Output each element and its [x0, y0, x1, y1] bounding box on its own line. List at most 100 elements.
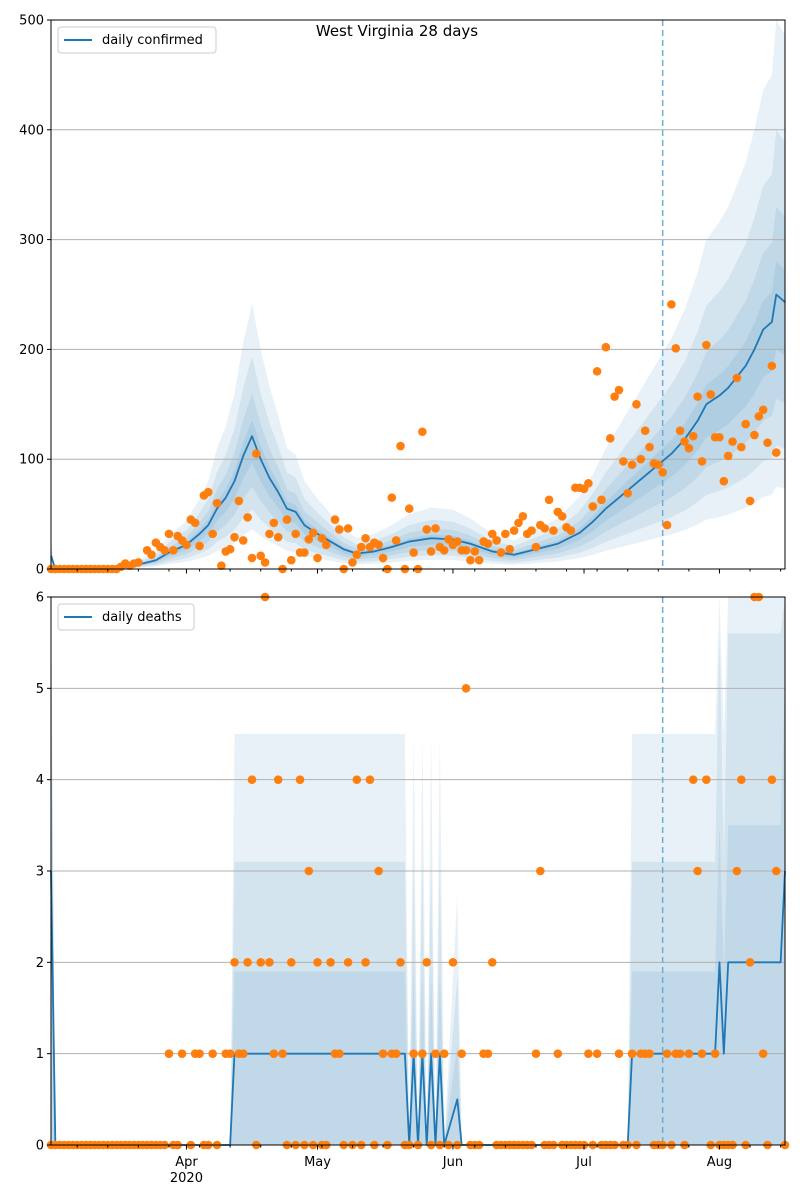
data-point	[203, 487, 213, 497]
data-point	[387, 493, 397, 502]
data-point	[540, 524, 550, 533]
y-axis-confirmed: 0 100 200 300 400 500	[19, 14, 51, 578]
confidence-band-1-1	[51, 597, 785, 1145]
data-point	[361, 958, 370, 967]
data-point	[343, 524, 353, 533]
data-point	[252, 449, 261, 459]
data-point	[549, 526, 558, 535]
data-point	[767, 361, 777, 371]
data-point	[396, 441, 405, 451]
data-point	[396, 958, 405, 967]
data-point	[588, 502, 598, 511]
data-point	[627, 460, 637, 469]
data-point	[763, 438, 772, 448]
data-point	[566, 526, 576, 535]
data-point	[505, 544, 515, 554]
data-point	[671, 344, 681, 353]
data-point	[688, 775, 698, 784]
chart-title: West Virginia 28 days	[316, 22, 478, 40]
data-point	[514, 518, 523, 528]
data-point	[767, 775, 777, 784]
data-point	[409, 1049, 418, 1058]
y-tick-label: 400	[19, 123, 44, 138]
legend-confirmed: daily confirmed	[57, 26, 217, 54]
data-point	[190, 518, 200, 528]
data-point	[374, 866, 383, 876]
data-point	[361, 533, 370, 543]
data-point	[662, 1049, 672, 1058]
y-tick-label: 0	[36, 563, 44, 578]
data-point	[378, 1049, 388, 1058]
data-point	[745, 958, 755, 967]
data-point	[653, 460, 663, 469]
gridlines-confirmed	[51, 129, 785, 460]
data-point	[728, 437, 737, 446]
data-point	[335, 525, 344, 534]
data-point	[737, 775, 746, 784]
data-point	[230, 532, 239, 542]
confidence-band-1-0	[51, 597, 785, 1145]
data-point	[238, 536, 248, 545]
data-point	[356, 542, 366, 552]
data-point	[693, 392, 702, 401]
data-point	[684, 1049, 694, 1058]
data-point	[147, 550, 156, 560]
data-point	[300, 548, 309, 557]
data-point	[758, 1049, 768, 1058]
data-point	[658, 468, 667, 477]
data-point	[487, 958, 497, 967]
data-point	[282, 515, 292, 524]
data-point	[286, 555, 296, 565]
data-point	[509, 526, 519, 535]
data-point	[269, 1049, 279, 1058]
data-point	[732, 373, 742, 383]
data-point	[195, 1049, 204, 1058]
data-point	[584, 479, 593, 488]
data-point	[448, 958, 458, 967]
data-point	[702, 775, 711, 784]
data-point	[645, 1049, 654, 1058]
data-point	[313, 553, 322, 563]
data-point	[256, 551, 266, 561]
data-point	[326, 958, 335, 967]
data-point	[614, 385, 624, 395]
data-point	[404, 504, 414, 513]
data-point	[474, 555, 484, 565]
x-tick-label: May	[304, 1155, 331, 1170]
data-point	[697, 1049, 707, 1058]
data-point	[501, 529, 510, 539]
data-point	[750, 430, 759, 440]
data-point	[391, 536, 401, 545]
legend-box-deaths	[57, 603, 195, 631]
data-point	[308, 528, 318, 538]
data-point	[160, 546, 169, 555]
data-point	[758, 405, 768, 415]
data-point	[597, 495, 606, 505]
data-point	[592, 367, 602, 376]
data-point	[632, 400, 641, 409]
daily-confirmed-line	[50, 293, 786, 570]
confidence-band-1-2	[51, 679, 785, 1145]
data-point	[278, 1049, 287, 1058]
data-point	[317, 533, 327, 543]
data-point	[352, 775, 362, 784]
data-point	[702, 340, 711, 350]
data-point	[273, 775, 283, 784]
data-point	[418, 1049, 427, 1058]
x-tick-label: Jun	[442, 1155, 463, 1170]
data-point	[771, 448, 781, 457]
daily-deaths-line	[50, 870, 786, 1146]
y-tick-label: 6	[36, 591, 44, 606]
daily-confirmed-points	[46, 300, 781, 574]
legend-label-deaths: daily deaths	[102, 610, 182, 625]
data-point	[680, 437, 689, 446]
y-tick-label: 500	[19, 14, 44, 29]
y-tick-label: 0	[36, 1139, 44, 1154]
data-point	[732, 866, 742, 876]
data-point	[182, 540, 191, 550]
data-point	[208, 529, 217, 539]
data-point	[304, 535, 314, 544]
legend-deaths: daily deaths	[57, 603, 195, 631]
data-point	[715, 432, 724, 442]
